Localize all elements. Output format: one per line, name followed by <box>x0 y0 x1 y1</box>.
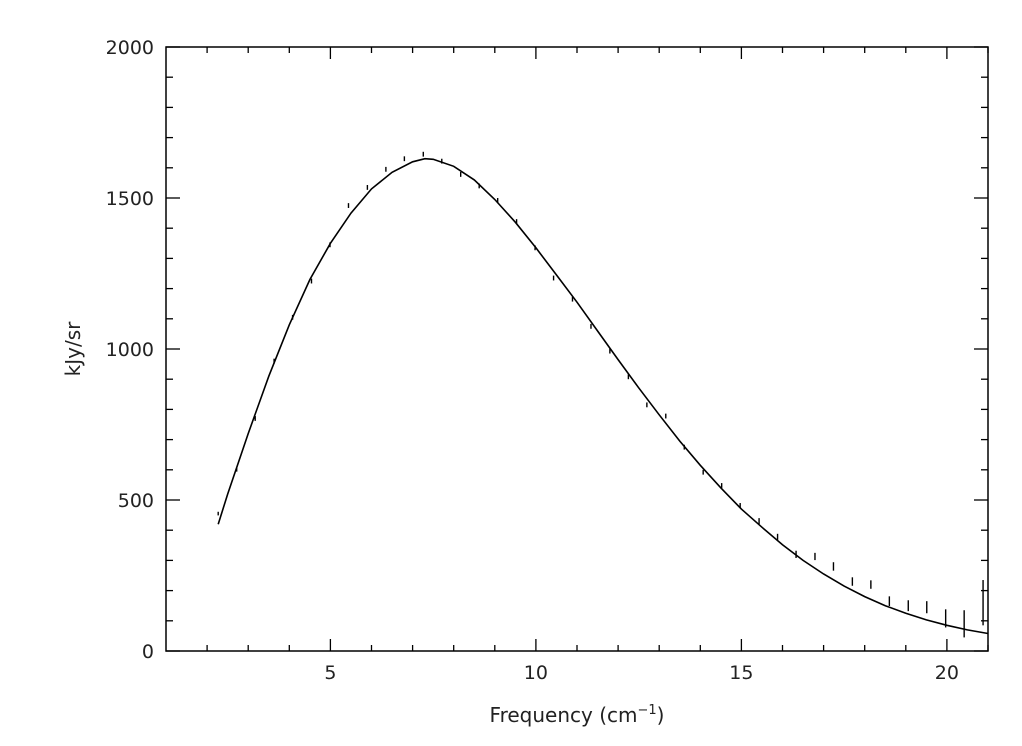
y-tick-label: 0 <box>142 641 154 663</box>
y-axis-label: kJy/sr <box>61 321 85 376</box>
x-axis-ticks <box>206 47 989 651</box>
x-tick-label: 20 <box>935 662 959 684</box>
model-curve <box>217 157 989 635</box>
x-axis-tick-labels: 5 10 15 20 <box>324 662 959 684</box>
x-tick-label: 15 <box>729 662 753 684</box>
y-axis-ticks <box>166 46 988 652</box>
y-axis-tick-labels: 0 500 1000 1500 2000 <box>106 37 154 663</box>
y-tick-label: 1500 <box>106 188 154 210</box>
plot-frame <box>165 46 989 652</box>
x-tick-label: 5 <box>324 662 336 684</box>
x-tick-label: 10 <box>524 662 548 684</box>
y-tick-label: 500 <box>118 490 154 512</box>
y-tick-label: 2000 <box>106 37 154 59</box>
x-axis-label-close: ) <box>657 703 665 727</box>
x-axis-label: Frequency (cm−1) <box>490 703 665 727</box>
measurement-points <box>217 151 984 638</box>
y-tick-label: 1000 <box>106 339 154 361</box>
x-axis-label-exponent: −1 <box>637 703 656 718</box>
